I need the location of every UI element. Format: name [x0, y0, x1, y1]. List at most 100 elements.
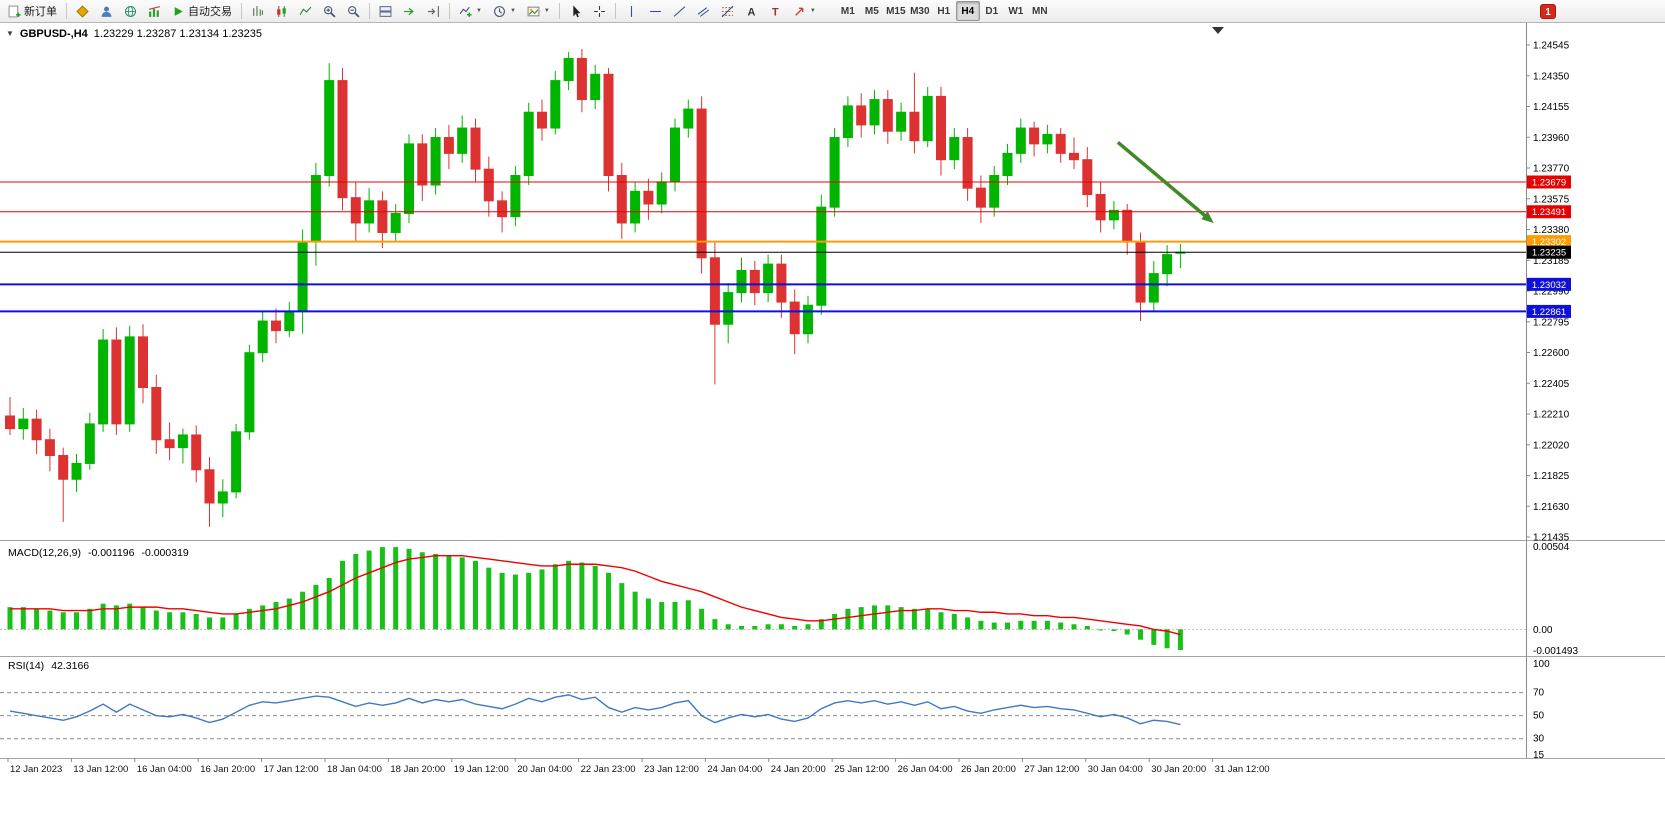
timeframe-m5[interactable]: M5	[860, 1, 884, 21]
zoom-in-button[interactable]	[318, 1, 341, 21]
svg-text:22 Jan 23:00: 22 Jan 23:00	[581, 764, 636, 775]
time-axis: 12 Jan 2023 13 Jan 12:00 16 Jan 04:00 16 Ja…	[7, 758, 1270, 775]
svg-text:1.23960: 1.23960	[1533, 133, 1570, 144]
timeframe-w1[interactable]: W1	[1004, 1, 1028, 21]
horizontal-line-icon	[649, 5, 662, 18]
channel-button[interactable]	[692, 1, 715, 21]
web-terminal-button[interactable]	[119, 1, 142, 21]
svg-text:31 Jan 12:00: 31 Jan 12:00	[1215, 764, 1270, 775]
timeframe-m1[interactable]: M1	[836, 1, 860, 21]
indicators-icon	[459, 5, 472, 18]
svg-text:1.23185: 1.23185	[1533, 256, 1570, 267]
periods-button[interactable]: ▼	[488, 1, 521, 21]
chart-shift-button[interactable]	[422, 1, 445, 21]
strategy-tester-button[interactable]	[143, 1, 166, 21]
svg-text:1.23032: 1.23032	[1532, 280, 1566, 291]
trend-arrow-annotation	[1116, 140, 1214, 223]
fibonacci-button[interactable]	[716, 1, 739, 21]
channel-icon	[697, 5, 710, 18]
svg-text:26 Jan 04:00: 26 Jan 04:00	[898, 764, 953, 775]
bar-chart-button[interactable]	[246, 1, 269, 21]
svg-text:30: 30	[1533, 734, 1545, 745]
vertical-line-icon	[625, 5, 638, 18]
svg-text:1.23491: 1.23491	[1532, 207, 1566, 218]
text-icon: A	[745, 5, 758, 17]
toolbar: 新订单 自动交易 ▼ ▼ ▼ A T ▼ M1 M5 M15 M30 H1 H4…	[0, 0, 1665, 23]
svg-text:1.23302: 1.23302	[1532, 237, 1566, 248]
macd-signal-value: -0.000319	[141, 547, 189, 559]
svg-text:0.00504: 0.00504	[1533, 542, 1570, 553]
arrows-icon	[793, 5, 806, 18]
tile-windows-button[interactable]	[374, 1, 397, 21]
chart-window: 1.24545 1.24350 1.24155 1.23960 1.23770 1.235…	[0, 23, 1665, 832]
crosshair-button[interactable]	[588, 1, 611, 21]
label-icon: T	[769, 5, 782, 17]
autotrading-label: 自动交易	[188, 6, 232, 18]
new-order-icon	[8, 5, 21, 18]
svg-text:1.22990: 1.22990	[1533, 287, 1570, 298]
separator	[66, 3, 67, 19]
rsi-line	[9, 694, 1181, 726]
timeframe-m15[interactable]: M15	[884, 1, 908, 21]
svg-text:30 Jan 04:00: 30 Jan 04:00	[1088, 764, 1143, 775]
timeframe-d1[interactable]: D1	[980, 1, 1004, 21]
candlestick-chart-icon	[275, 5, 288, 18]
candlestick-chart-button[interactable]	[270, 1, 293, 21]
profiles-button[interactable]	[95, 1, 118, 21]
arrows-button[interactable]: ▼	[788, 1, 821, 21]
svg-text:1.23235: 1.23235	[1532, 248, 1566, 259]
chart-shift-marker	[1212, 27, 1224, 34]
svg-text:1.22600: 1.22600	[1533, 348, 1570, 359]
zoom-out-button[interactable]	[342, 1, 365, 21]
svg-text:100: 100	[1533, 659, 1550, 670]
svg-text:19 Jan 12:00: 19 Jan 12:00	[454, 764, 509, 775]
cursor-button[interactable]	[564, 1, 587, 21]
autotrading-button[interactable]: 自动交易	[167, 1, 237, 21]
chart-ohlc-values: 1.23229 1.23287 1.23134 1.23235	[93, 28, 262, 40]
auto-scroll-icon	[403, 5, 416, 18]
price-chart-canvas[interactable]: 1.24545 1.24350 1.24155 1.23960 1.23770 1.235…	[0, 23, 1665, 832]
vertical-line-button[interactable]	[620, 1, 643, 21]
timeframe-h1[interactable]: H1	[932, 1, 956, 21]
line-chart-button[interactable]	[294, 1, 317, 21]
chevron-down-icon: ▼	[509, 8, 516, 14]
horizontal-lines: 1.23679 1.23491 1.23302 1.23032 1.22861 1.232…	[0, 175, 1571, 318]
chart-symbol-label: GBPUSD-,H4	[19, 28, 88, 40]
strategy-tester-icon	[148, 5, 161, 18]
svg-text:1.22020: 1.22020	[1533, 440, 1570, 451]
timeframe-m30[interactable]: M30	[908, 1, 932, 21]
horizontal-line-button[interactable]	[644, 1, 667, 21]
rsi-label: RSI(14) 42.3166	[8, 660, 89, 672]
auto-scroll-button[interactable]	[398, 1, 421, 21]
text-button[interactable]: A	[740, 1, 763, 21]
trendline-button[interactable]	[668, 1, 691, 21]
label-button[interactable]: T	[764, 1, 787, 21]
svg-text:-0.001493: -0.001493	[1533, 646, 1578, 657]
separator	[614, 3, 616, 19]
templates-button[interactable]: ▼	[522, 1, 555, 21]
market-watch-button[interactable]	[71, 1, 94, 21]
indicators-button[interactable]: ▼	[454, 1, 487, 21]
macd-name: MACD(12,26,9)	[8, 547, 81, 559]
svg-text:25 Jan 12:00: 25 Jan 12:00	[834, 764, 889, 775]
rsi-value: 42.3166	[51, 660, 90, 672]
svg-text:16 Jan 20:00: 16 Jan 20:00	[200, 764, 255, 775]
timeframe-mn[interactable]: MN	[1028, 1, 1052, 21]
chevron-down-icon: ▼	[476, 8, 482, 14]
chart-shift-icon	[427, 5, 440, 18]
svg-text:1.22861: 1.22861	[1532, 307, 1566, 318]
timeframe-h4[interactable]: H4	[955, 1, 980, 21]
macd-label: MACD(12,26,9) -0.001196 -0.000319	[8, 547, 189, 559]
price-axis: 1.24545 1.24350 1.24155 1.23960 1.23770 1.235…	[1526, 41, 1570, 544]
bar-chart-icon	[251, 5, 264, 18]
svg-text:1.23770: 1.23770	[1533, 164, 1570, 175]
notification-badge[interactable]: 1	[1540, 3, 1556, 19]
svg-text:1.24155: 1.24155	[1533, 102, 1570, 113]
svg-text:18 Jan 04:00: 18 Jan 04:00	[327, 764, 382, 775]
web-terminal-icon	[124, 5, 137, 18]
one-click-trading-toggle[interactable]: ▼	[6, 29, 14, 38]
new-order-button[interactable]: 新订单	[3, 1, 62, 21]
svg-text:17 Jan 12:00: 17 Jan 12:00	[264, 764, 319, 775]
svg-text:1.21435: 1.21435	[1533, 533, 1570, 544]
crosshair-icon	[593, 5, 606, 18]
